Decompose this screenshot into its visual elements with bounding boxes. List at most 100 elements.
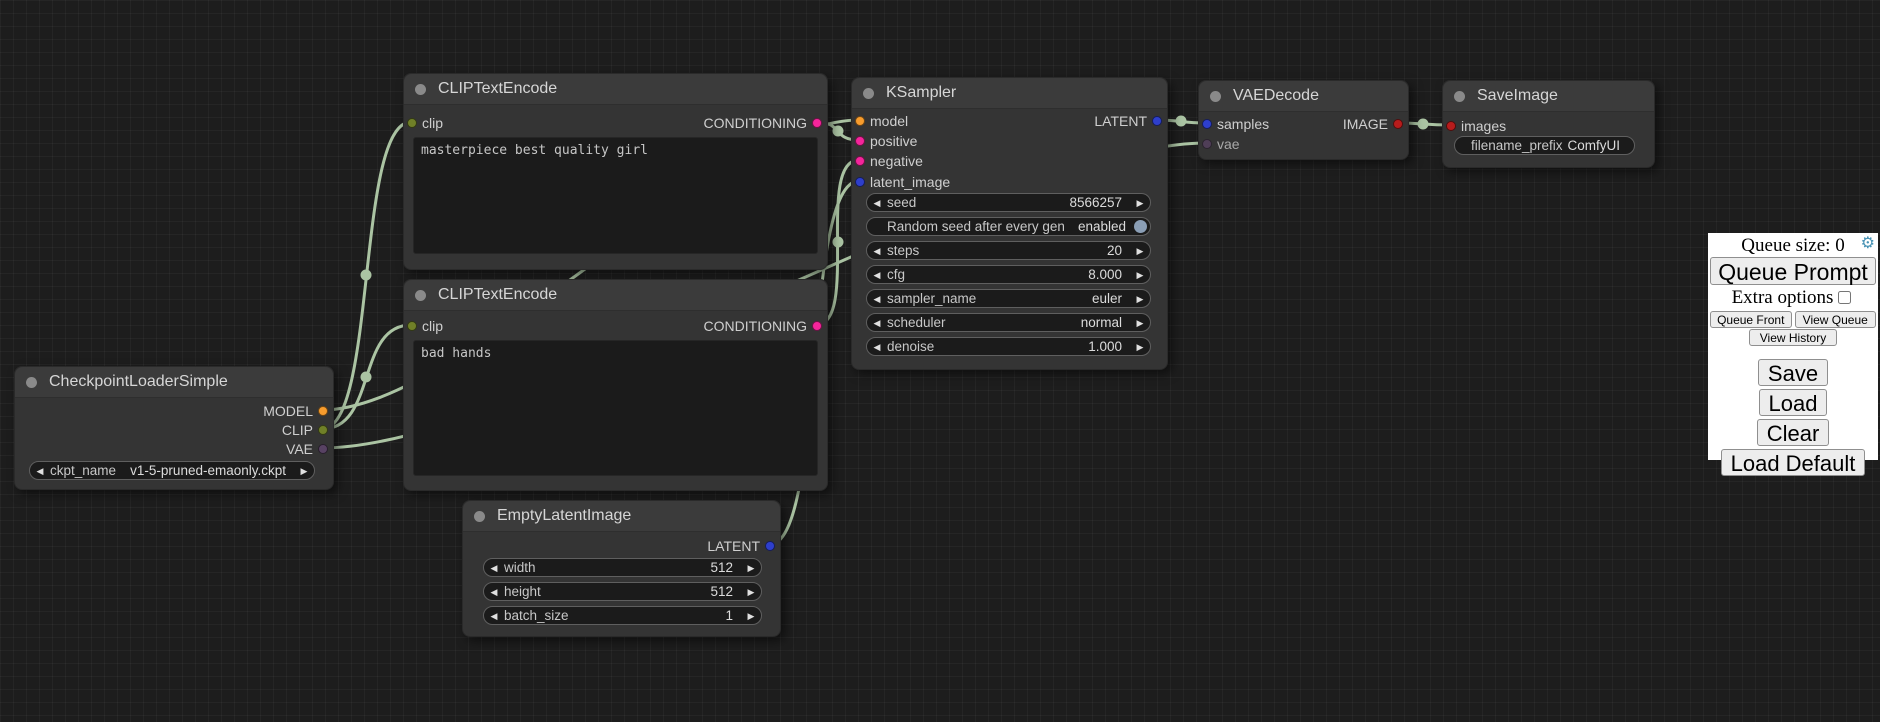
- input-label: clip: [422, 318, 444, 334]
- input-label: model: [870, 113, 909, 129]
- steps-widget[interactable]: ◀ steps 20 ▶: [866, 241, 1151, 260]
- increment-arrow-icon[interactable]: ▶: [1136, 341, 1144, 352]
- collapse-dot-icon[interactable]: [1454, 91, 1465, 102]
- decrement-arrow-icon[interactable]: ◀: [873, 269, 881, 280]
- input-label: positive: [870, 133, 918, 149]
- node-clip-text-encode-positive[interactable]: CLIPTextEncode clip CONDITIONING masterp…: [403, 73, 828, 270]
- increment-arrow-icon[interactable]: ▶: [1136, 317, 1144, 328]
- decrement-arrow-icon[interactable]: ◀: [873, 197, 881, 208]
- ckpt-name-widget[interactable]: ◀ ckpt_name v1-5-pruned-emaonly.ckpt ▶: [29, 461, 315, 480]
- input-slot-latent-image[interactable]: [855, 177, 865, 187]
- node-ksampler[interactable]: KSampler model positive negative latent_…: [851, 77, 1168, 370]
- clear-button[interactable]: Clear: [1756, 419, 1830, 446]
- filename-prefix-widget[interactable]: filename_prefix ComfyUI: [1454, 136, 1635, 155]
- node-clip-text-encode-negative[interactable]: CLIPTextEncode clip CONDITIONING bad han…: [403, 279, 828, 491]
- collapse-dot-icon[interactable]: [1210, 91, 1221, 102]
- extra-options-checkbox[interactable]: [1838, 291, 1852, 304]
- input-slot-clip[interactable]: [407, 321, 417, 331]
- input-slot-samples[interactable]: [1202, 119, 1212, 129]
- load-default-button[interactable]: Load Default: [1720, 449, 1866, 476]
- collapse-dot-icon[interactable]: [26, 377, 37, 388]
- link-clip-positive[interactable]: [321, 120, 412, 431]
- node-title: CheckpointLoaderSimple: [49, 373, 228, 390]
- view-queue-button[interactable]: View Queue: [1794, 311, 1876, 328]
- link-clip-negative[interactable]: [321, 323, 412, 431]
- toggle-indicator-icon[interactable]: [1134, 220, 1147, 233]
- node-title-bar[interactable]: CLIPTextEncode: [404, 74, 827, 105]
- decrement-arrow-icon[interactable]: ◀: [873, 341, 881, 352]
- node-title-bar[interactable]: EmptyLatentImage: [463, 501, 780, 532]
- prompt-textarea[interactable]: masterpiece best quality girl: [413, 137, 818, 254]
- view-history-button[interactable]: View History: [1749, 329, 1837, 346]
- save-button[interactable]: Save: [1757, 359, 1829, 386]
- queue-prompt-button[interactable]: Queue Prompt: [1710, 257, 1876, 285]
- increment-arrow-icon[interactable]: ▶: [1136, 269, 1144, 280]
- decrement-arrow-icon[interactable]: ◀: [490, 610, 498, 621]
- output-label: VAE: [286, 441, 313, 457]
- output-slot-image[interactable]: [1393, 119, 1403, 129]
- collapse-dot-icon[interactable]: [415, 84, 426, 95]
- node-title: CLIPTextEncode: [438, 286, 558, 303]
- output-slot-latent[interactable]: [1152, 116, 1162, 126]
- scheduler-widget[interactable]: ◀ scheduler normal ▶: [866, 313, 1151, 332]
- decrement-arrow-icon[interactable]: ◀: [873, 293, 881, 304]
- output-slot-conditioning[interactable]: [812, 118, 822, 128]
- node-title: SaveImage: [1477, 87, 1558, 104]
- node-vae-decode[interactable]: VAEDecode samples vae IMAGE: [1198, 80, 1409, 160]
- output-slot-vae[interactable]: [318, 444, 328, 454]
- input-slot-clip[interactable]: [407, 118, 417, 128]
- decrement-arrow-icon[interactable]: ◀: [490, 562, 498, 573]
- sampler-name-widget[interactable]: ◀ sampler_name euler ▶: [866, 289, 1151, 308]
- input-slot-negative[interactable]: [855, 156, 865, 166]
- node-title-bar[interactable]: CheckpointLoaderSimple: [15, 367, 333, 398]
- output-label: CONDITIONING: [703, 115, 807, 131]
- increment-arrow-icon[interactable]: ▶: [1136, 197, 1144, 208]
- increment-arrow-icon[interactable]: ▶: [1136, 245, 1144, 256]
- node-title-bar[interactable]: CLIPTextEncode: [404, 280, 827, 311]
- output-slot-clip[interactable]: [318, 425, 328, 435]
- load-button[interactable]: Load: [1758, 389, 1828, 416]
- collapse-dot-icon[interactable]: [415, 290, 426, 301]
- queue-front-button[interactable]: Queue Front: [1710, 311, 1792, 328]
- collapse-dot-icon[interactable]: [474, 511, 485, 522]
- height-widget[interactable]: ◀ height 512 ▶: [483, 582, 762, 601]
- collapse-dot-icon[interactable]: [863, 88, 874, 99]
- link-midpoint-dot: [360, 269, 372, 281]
- settings-gear-icon[interactable]: ⚙: [1860, 235, 1875, 252]
- output-slot-model[interactable]: [318, 406, 328, 416]
- increment-arrow-icon[interactable]: ▶: [300, 465, 308, 476]
- increment-arrow-icon[interactable]: ▶: [747, 586, 755, 597]
- decrement-arrow-icon[interactable]: ◀: [490, 586, 498, 597]
- batch-size-widget[interactable]: ◀ batch_size 1 ▶: [483, 606, 762, 625]
- output-slot-latent[interactable]: [765, 541, 775, 551]
- node-title-bar[interactable]: VAEDecode: [1199, 81, 1408, 112]
- node-title-bar[interactable]: KSampler: [852, 78, 1167, 109]
- increment-arrow-icon[interactable]: ▶: [747, 610, 755, 621]
- random-seed-toggle-widget[interactable]: Random seed after every gen enabled: [866, 217, 1151, 236]
- input-label: samples: [1217, 116, 1270, 132]
- node-save-image[interactable]: SaveImage images filename_prefix ComfyUI: [1442, 80, 1655, 168]
- width-widget[interactable]: ◀ width 512 ▶: [483, 558, 762, 577]
- increment-arrow-icon[interactable]: ▶: [1136, 293, 1144, 304]
- output-slot-conditioning[interactable]: [812, 321, 822, 331]
- node-title-bar[interactable]: SaveImage: [1443, 81, 1654, 112]
- input-slot-images[interactable]: [1446, 121, 1456, 131]
- denoise-widget[interactable]: ◀ denoise 1.000 ▶: [866, 337, 1151, 356]
- node-title: KSampler: [886, 84, 957, 101]
- decrement-arrow-icon[interactable]: ◀: [873, 245, 881, 256]
- input-label: latent_image: [870, 174, 951, 190]
- widget-label: denoise: [887, 339, 935, 354]
- node-empty-latent-image[interactable]: EmptyLatentImage LATENT ◀ width 512 ▶ ◀ …: [462, 500, 781, 637]
- node-checkpoint-loader-simple[interactable]: CheckpointLoaderSimple MODEL CLIP VAE ◀ …: [14, 366, 334, 490]
- input-slot-positive[interactable]: [855, 136, 865, 146]
- seed-widget[interactable]: ◀ seed 8566257 ▶: [866, 193, 1151, 212]
- decrement-arrow-icon[interactable]: ◀: [873, 317, 881, 328]
- input-slot-vae[interactable]: [1202, 139, 1212, 149]
- cfg-widget[interactable]: ◀ cfg 8.000 ▶: [866, 265, 1151, 284]
- prompt-textarea[interactable]: bad hands: [413, 340, 818, 476]
- increment-arrow-icon[interactable]: ▶: [747, 562, 755, 573]
- widget-label: cfg: [887, 267, 906, 282]
- decrement-arrow-icon[interactable]: ◀: [36, 465, 44, 476]
- input-slot-model[interactable]: [855, 116, 865, 126]
